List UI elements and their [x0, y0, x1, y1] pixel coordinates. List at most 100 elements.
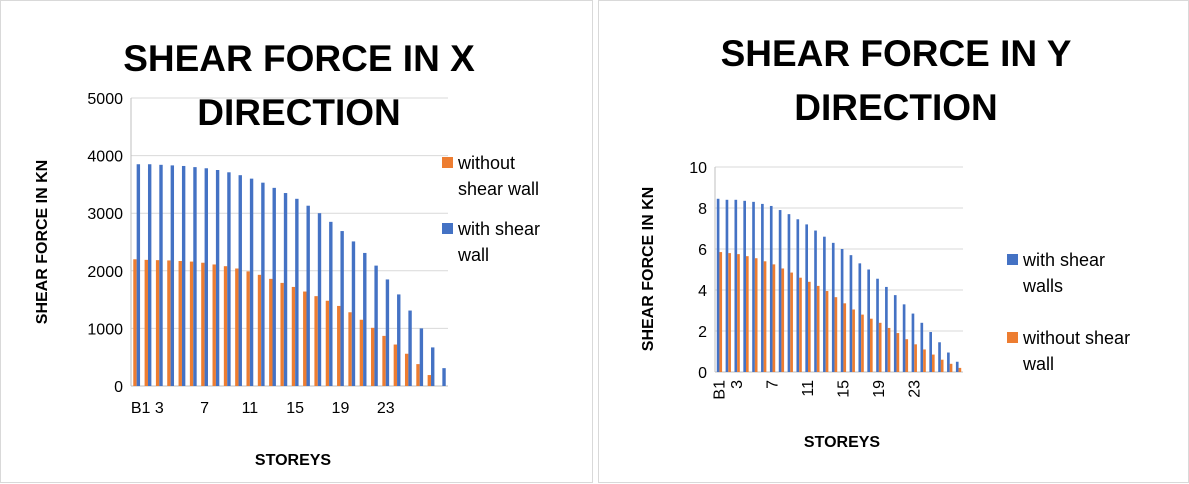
y-tick-label: 2000	[87, 264, 123, 281]
bar	[442, 368, 446, 386]
bar	[878, 322, 882, 372]
bar	[181, 165, 186, 386]
bar	[393, 344, 398, 386]
bar	[885, 286, 888, 372]
bar	[867, 269, 870, 372]
legend-label: wall	[457, 245, 489, 265]
chart-title-line: SHEAR FORCE IN X	[123, 38, 475, 79]
bar	[920, 322, 924, 372]
bar	[905, 339, 909, 372]
bar	[725, 199, 729, 372]
shear-force-y-chart: 0 2 4 6 8 10 B1 3 7 11 15 19 23 SHEAR FORCE IN Y DIREC…	[640, 33, 1130, 451]
bar	[295, 198, 299, 386]
bar	[949, 363, 953, 372]
bar	[325, 300, 330, 386]
bar	[849, 255, 853, 372]
bar	[876, 278, 879, 372]
bar	[136, 164, 141, 386]
bar	[831, 242, 835, 372]
bar	[359, 319, 364, 386]
legend-swatch	[442, 157, 453, 168]
y-tick-label: 3000	[87, 206, 123, 223]
chart-title-line: DIRECTION	[197, 92, 401, 133]
bar	[734, 199, 738, 372]
bar	[385, 279, 390, 386]
legend-label: shear wall	[458, 179, 539, 199]
bar	[781, 268, 785, 372]
x-tick-label: B1	[131, 400, 151, 417]
x-tick-label: 11	[800, 380, 817, 397]
bar	[958, 367, 962, 372]
bar	[840, 249, 844, 372]
bar	[719, 252, 723, 372]
legend-swatch	[1007, 254, 1018, 265]
bar	[155, 260, 160, 386]
bar	[235, 268, 239, 386]
bar	[790, 272, 793, 372]
bar	[427, 375, 432, 386]
bar	[911, 313, 915, 372]
bar	[932, 354, 935, 372]
bar	[728, 253, 731, 372]
bar	[772, 264, 776, 372]
x-tick-label: 15	[835, 380, 852, 398]
bar	[870, 318, 873, 372]
bar	[805, 224, 808, 372]
x-axis-label: STOREYS	[255, 452, 332, 469]
bar	[754, 258, 758, 372]
bar	[204, 168, 208, 386]
bar	[716, 198, 720, 372]
bar	[238, 175, 242, 386]
x-tick-label: 7	[200, 400, 209, 417]
y-axis-label: SHEAR FORCE IN KN	[640, 187, 657, 351]
bar	[823, 236, 826, 372]
bar	[167, 260, 171, 386]
chart-title-line: SHEAR FORCE IN Y	[721, 33, 1072, 74]
bar	[896, 333, 900, 372]
x-tick-label: 7	[765, 380, 782, 389]
bar	[246, 271, 250, 386]
bar	[938, 342, 941, 372]
y-tick-label: 0	[698, 365, 707, 382]
bar	[796, 219, 800, 372]
y-tick-label: 2	[698, 324, 707, 341]
bar	[291, 286, 296, 386]
bar	[227, 172, 231, 386]
bar	[746, 256, 749, 372]
chart-title-line: DIRECTION	[794, 87, 998, 128]
bar	[955, 361, 959, 372]
bar	[808, 281, 811, 372]
legend-label: without shear	[1022, 328, 1130, 348]
bar	[351, 241, 356, 386]
x-tick-label: B1	[711, 380, 728, 400]
bar	[752, 201, 755, 372]
bar	[374, 265, 378, 386]
bar	[761, 203, 764, 372]
bar	[272, 187, 276, 386]
y-tick-label: 6	[698, 242, 707, 259]
bar	[902, 304, 906, 372]
legend-label: walls	[1022, 276, 1063, 296]
bar	[193, 167, 197, 386]
x-tick-label: 3	[155, 400, 164, 417]
bar	[816, 285, 820, 372]
bar	[340, 231, 344, 386]
bar	[314, 296, 318, 386]
bar	[408, 310, 412, 386]
legend-label: wall	[1022, 354, 1054, 374]
y-tick-label: 4	[698, 283, 707, 300]
bar	[269, 278, 273, 386]
bar	[159, 164, 163, 386]
bar	[317, 213, 322, 386]
y-tick-label: 8	[698, 201, 707, 218]
bar	[778, 210, 782, 372]
bar	[763, 261, 767, 372]
bar	[133, 259, 137, 386]
bar	[261, 182, 265, 386]
bar	[858, 263, 862, 372]
bar	[947, 352, 950, 372]
x-axis-label: STOREYS	[804, 434, 881, 451]
bar	[416, 364, 420, 386]
bar	[303, 291, 307, 386]
bar	[743, 200, 746, 372]
